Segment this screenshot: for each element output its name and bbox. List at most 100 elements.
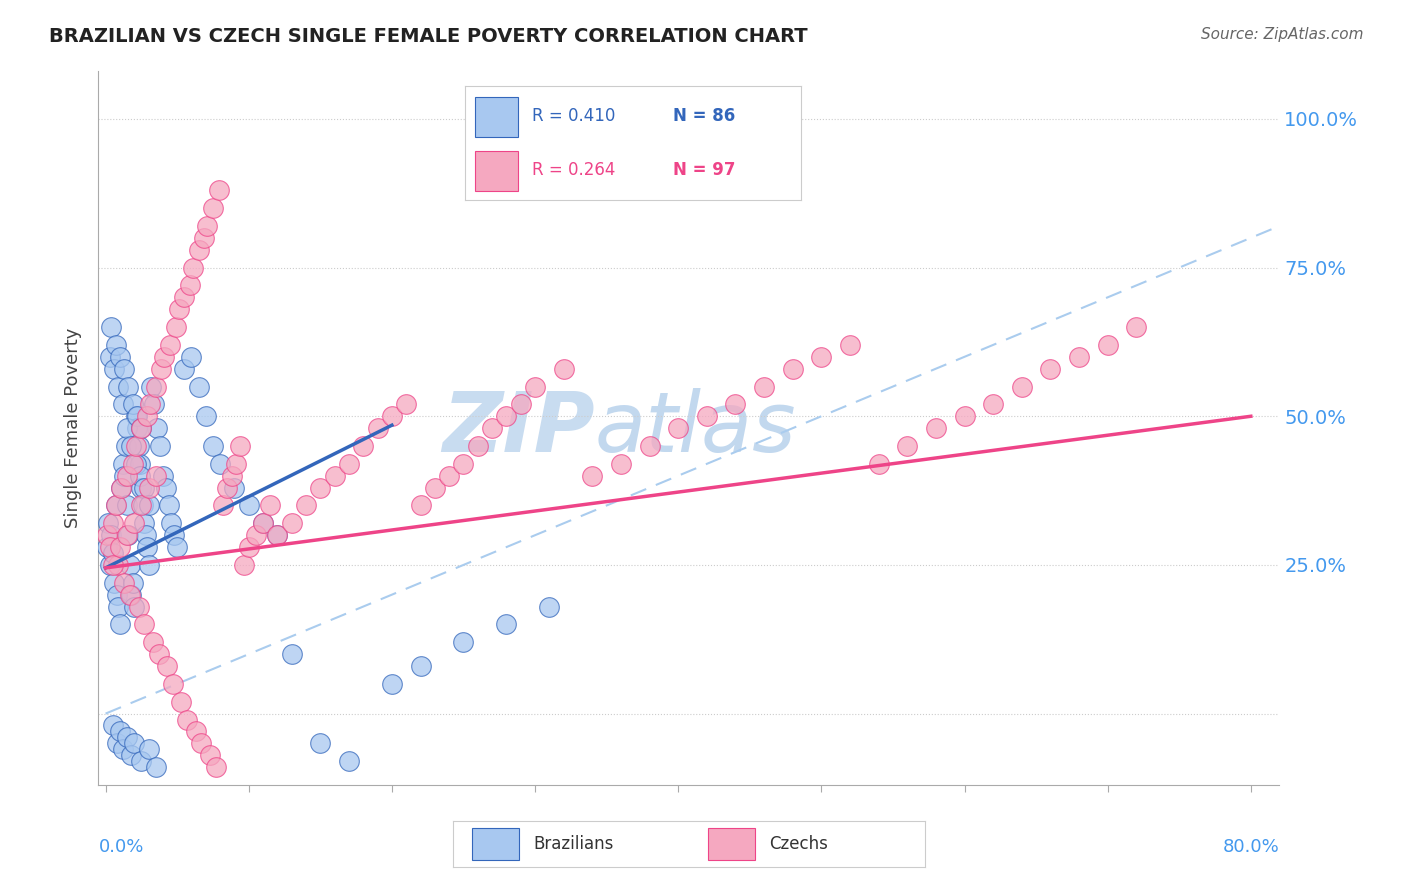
Point: [696, 409, 718, 424]
Point: [112, 575, 135, 590]
Point: [925, 421, 948, 435]
Point: [245, 528, 267, 542]
Point: [495, 409, 517, 424]
Point: [103, 575, 125, 590]
Point: [896, 439, 918, 453]
Point: [666, 421, 689, 435]
Point: [724, 397, 747, 411]
Point: [107, 558, 129, 572]
Text: 0.0%: 0.0%: [98, 838, 143, 856]
Point: [124, 409, 146, 424]
Point: [145, 760, 167, 774]
Point: [152, 468, 174, 483]
Point: [138, 558, 160, 572]
Point: [150, 361, 173, 376]
Point: [381, 677, 404, 691]
Point: [136, 409, 159, 424]
Point: [121, 397, 143, 411]
Point: [156, 659, 179, 673]
Point: [337, 754, 360, 768]
Point: [610, 457, 633, 471]
Point: [138, 499, 160, 513]
Text: atlas: atlas: [595, 388, 796, 468]
Point: [115, 528, 138, 542]
Point: [181, 260, 204, 275]
Point: [118, 588, 141, 602]
Point: [110, 481, 132, 495]
Point: [238, 540, 260, 554]
Point: [146, 421, 169, 435]
Point: [142, 635, 165, 649]
Point: [217, 481, 239, 495]
Point: [131, 481, 153, 495]
Point: [553, 361, 575, 376]
Point: [131, 499, 153, 513]
Point: [166, 540, 188, 554]
Point: [209, 457, 232, 471]
Point: [110, 481, 132, 495]
Point: [481, 421, 503, 435]
Point: [131, 421, 153, 435]
Point: [138, 481, 160, 495]
Point: [103, 361, 125, 376]
Point: [953, 409, 976, 424]
Point: [467, 439, 489, 453]
Point: [173, 290, 195, 304]
Point: [229, 439, 252, 453]
Point: [104, 338, 127, 352]
Point: [131, 421, 153, 435]
Point: [176, 713, 198, 727]
Point: [120, 748, 142, 763]
Point: [280, 647, 302, 661]
Point: [121, 575, 143, 590]
Point: [134, 617, 156, 632]
Point: [131, 754, 153, 768]
Point: [134, 516, 156, 531]
Point: [453, 457, 475, 471]
Point: [423, 481, 446, 495]
Point: [111, 397, 134, 411]
Point: [323, 468, 346, 483]
Point: [118, 558, 141, 572]
Point: [153, 350, 176, 364]
Point: [111, 457, 134, 471]
Point: [114, 439, 136, 453]
Point: [782, 361, 804, 376]
Point: [117, 528, 139, 542]
Point: [108, 540, 131, 554]
Point: [839, 338, 862, 352]
Point: [201, 201, 224, 215]
Point: [149, 439, 172, 453]
Point: [98, 558, 121, 572]
Y-axis label: Single Female Poverty: Single Female Poverty: [65, 328, 83, 528]
Point: [101, 718, 124, 732]
Point: [101, 516, 124, 531]
Point: [108, 724, 131, 739]
Point: [115, 468, 138, 483]
Point: [101, 558, 124, 572]
Point: [495, 617, 517, 632]
Point: [259, 499, 281, 513]
Point: [132, 499, 155, 513]
Point: [180, 350, 202, 364]
Point: [352, 439, 374, 453]
Point: [1067, 350, 1090, 364]
Point: [810, 350, 832, 364]
Point: [190, 736, 212, 750]
Point: [138, 742, 160, 756]
Point: [120, 439, 142, 453]
Point: [252, 516, 274, 531]
Point: [129, 457, 152, 471]
Point: [122, 599, 145, 614]
Point: [1125, 320, 1147, 334]
Point: [100, 528, 122, 542]
Point: [395, 397, 418, 411]
Point: [124, 439, 146, 453]
Point: [115, 499, 138, 513]
Point: [112, 468, 135, 483]
Point: [280, 516, 302, 531]
Point: [752, 379, 775, 393]
Point: [108, 350, 131, 364]
Point: [112, 361, 135, 376]
Point: [139, 397, 162, 411]
